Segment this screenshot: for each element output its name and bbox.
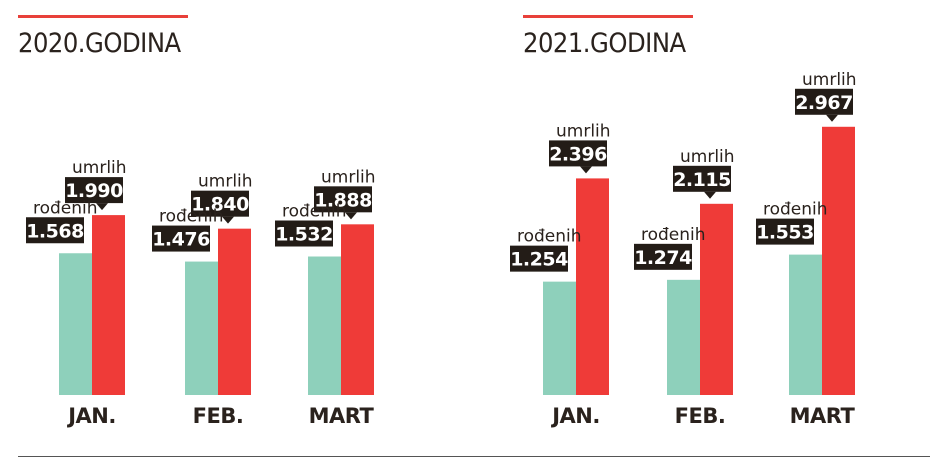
- bottom-divider: [18, 456, 930, 457]
- p2-mart-deaths-value-label: 2.967: [795, 92, 853, 114]
- p1-jan-deaths-value-pointer: [96, 203, 108, 211]
- p1-mart-deaths-bar: [341, 224, 374, 395]
- p1-mart-births-value-label: 1.532: [275, 224, 333, 246]
- p1-mart-category-label: MART: [309, 404, 375, 428]
- p2-jan-births-bar: [543, 281, 576, 395]
- p1-mart-births-bar: [308, 256, 341, 395]
- p1-jan-category-label: JAN.: [66, 404, 116, 428]
- p1-feb-deaths-value-label: 1.840: [191, 194, 249, 216]
- p2-feb-deaths-series-label: umrlih: [680, 147, 735, 167]
- p1-mart-deaths-value-pointer: [345, 212, 357, 220]
- p2-feb-births-bar: [667, 279, 700, 395]
- p1-feb-births-value-box: [152, 225, 210, 252]
- p2-jan-deaths-value-box: [549, 140, 607, 167]
- p2-jan-births-value-label: 1.254: [510, 249, 568, 271]
- p1-mart-births-value-box: [275, 220, 333, 247]
- p2-mart-births-value-box: [756, 218, 814, 245]
- p2-mart-births-series-label: rođenih: [763, 200, 828, 220]
- p2-mart-deaths-value-box: [795, 88, 853, 115]
- p1-mart-deaths-value-label: 1.888: [314, 189, 372, 211]
- p2-jan-deaths-series-label: umrlih: [556, 121, 611, 141]
- p1-feb-deaths-value-pointer: [222, 216, 234, 224]
- p1-mart-deaths-series-label: umrlih: [321, 167, 376, 187]
- p2-jan-deaths-bar: [576, 178, 609, 395]
- p2-feb-deaths-value-pointer: [704, 191, 716, 199]
- p2-feb-births-series-label: rođenih: [641, 225, 706, 245]
- p2-jan-category-label: JAN.: [550, 404, 600, 428]
- p2-feb-deaths-value-box: [673, 165, 731, 192]
- p2-feb-births-value-label: 1.274: [634, 247, 692, 269]
- p2-mart-births-bar: [789, 254, 822, 395]
- p1-feb-deaths-series-label: umrlih: [198, 172, 253, 192]
- p1-jan-deaths-value-label: 1.990: [65, 180, 123, 202]
- p2-jan-deaths-value-label: 2.396: [549, 143, 607, 165]
- p2-mart-category-label: MART: [790, 404, 856, 428]
- p1-mart-births-series-label: rođenih: [282, 202, 347, 222]
- p1-jan-births-series-label: rođenih: [33, 198, 98, 218]
- p1-jan-deaths-bar: [92, 215, 125, 395]
- p1-mart-deaths-value-box: [314, 186, 372, 213]
- p1-feb-births-bar: [185, 261, 218, 395]
- p2-jan-deaths-value-pointer: [580, 166, 592, 174]
- panel-title-2020: 2020.GODINA: [18, 28, 181, 59]
- p1-jan-births-bar: [59, 253, 92, 395]
- p2-mart-deaths-bar: [822, 126, 855, 395]
- p2-jan-births-value-box: [510, 245, 568, 272]
- p2-jan-births-series-label: rođenih: [517, 227, 582, 247]
- p1-feb-births-value-label: 1.476: [152, 229, 210, 251]
- p1-feb-category-label: FEB.: [193, 404, 244, 428]
- p1-feb-deaths-bar: [218, 228, 251, 395]
- p2-mart-deaths-value-pointer: [826, 114, 838, 122]
- p1-feb-deaths-value-box: [191, 190, 249, 217]
- p2-mart-births-value-label: 1.553: [756, 222, 814, 244]
- title-accent-rule-2020: [18, 15, 188, 18]
- p2-feb-category-label: FEB.: [675, 404, 726, 428]
- p1-jan-births-value-label: 1.568: [26, 220, 84, 242]
- p1-feb-births-series-label: rođenih: [159, 207, 224, 227]
- title-accent-rule-2021: [523, 15, 693, 18]
- p2-feb-deaths-value-label: 2.115: [673, 169, 731, 191]
- p1-jan-births-value-box: [26, 217, 84, 244]
- p1-jan-deaths-series-label: umrlih: [72, 158, 127, 178]
- p2-feb-births-value-box: [634, 243, 692, 270]
- p2-feb-deaths-bar: [700, 203, 733, 395]
- panel-title-2021: 2021.GODINA: [523, 28, 686, 59]
- p1-jan-deaths-value-box: [65, 177, 123, 204]
- p2-mart-deaths-series-label: umrlih: [802, 70, 857, 90]
